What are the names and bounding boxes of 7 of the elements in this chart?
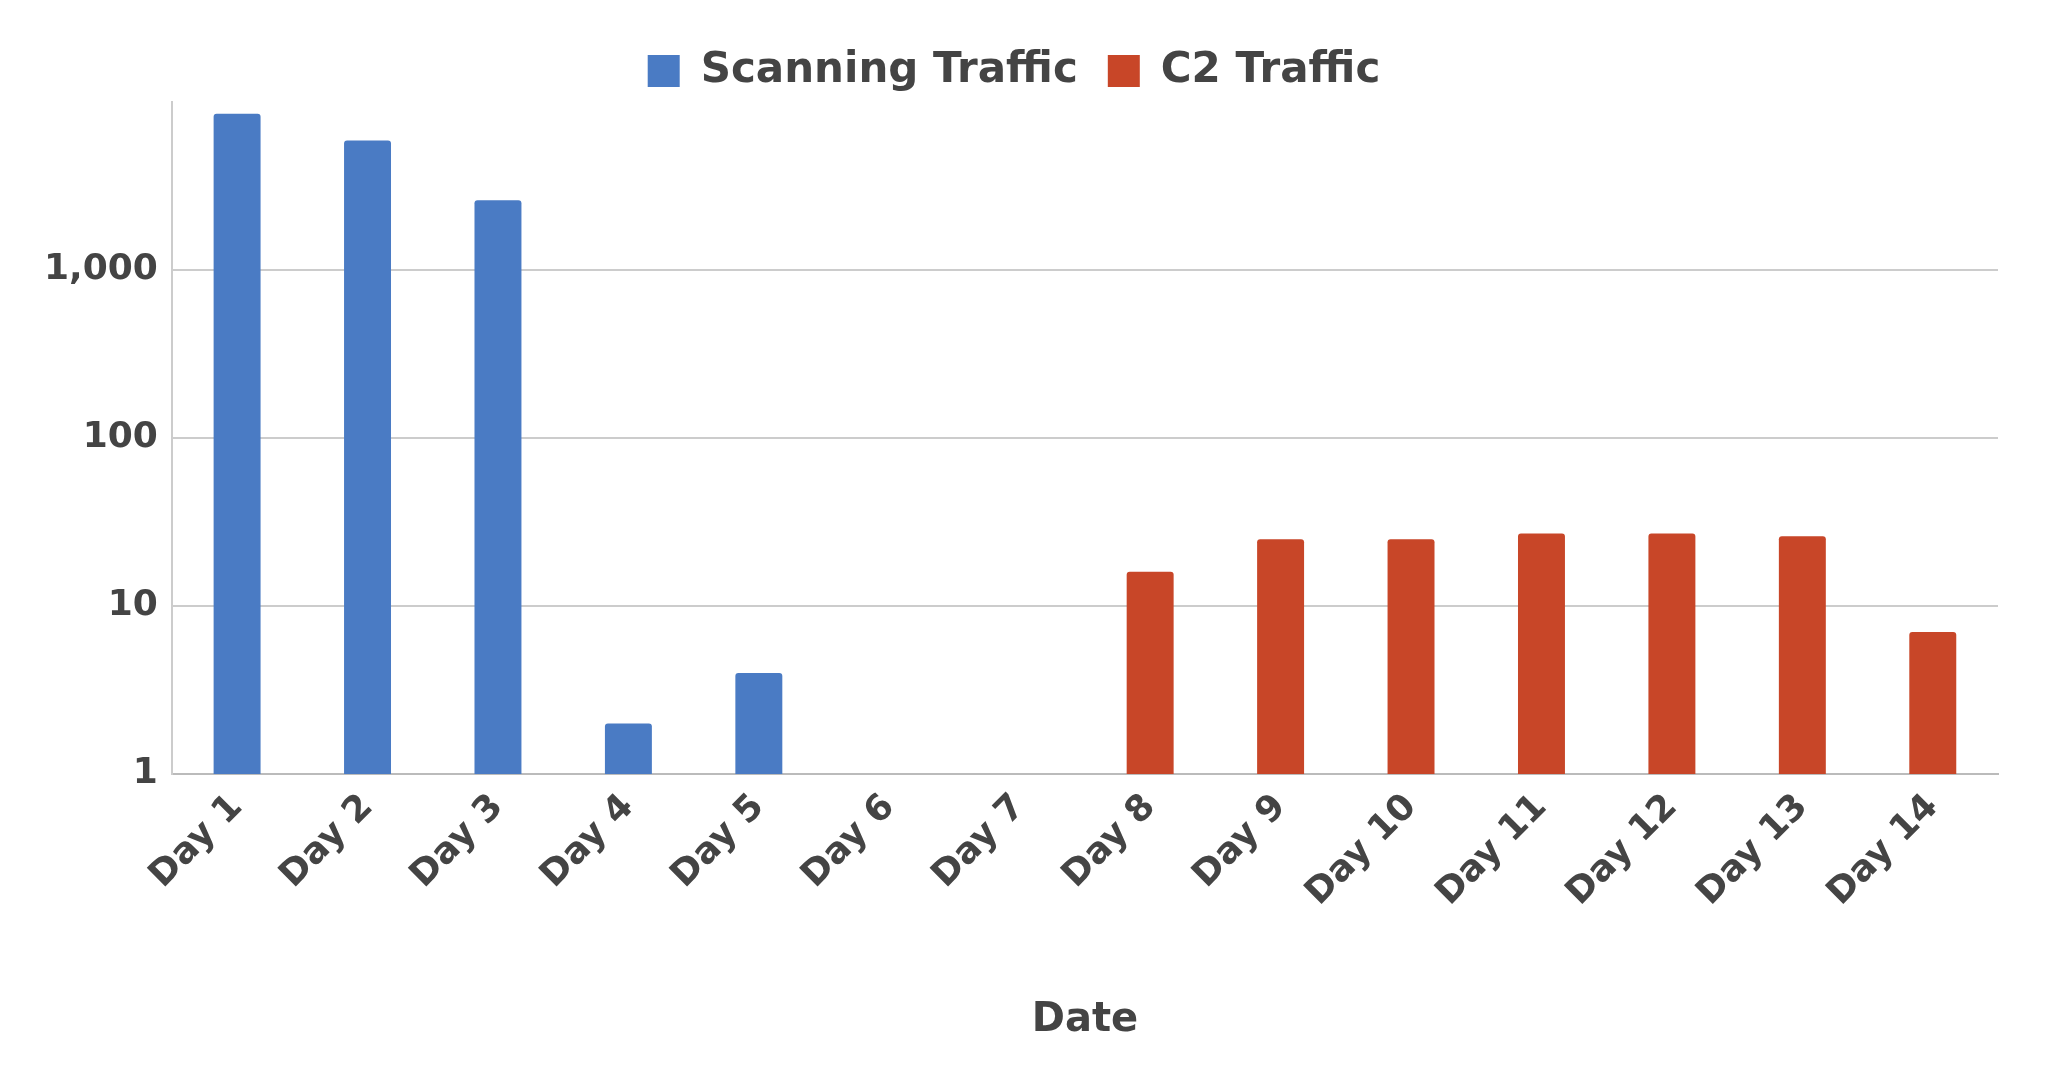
y-tick-label: 10	[107, 582, 158, 624]
x-axis-title: Date	[1031, 994, 1139, 1041]
y-tick-label: 1	[132, 750, 158, 792]
y-tick-label: 100	[82, 414, 158, 456]
legend-label: C2 Traffic	[1160, 42, 1381, 92]
legend-label: Scanning Traffic	[700, 42, 1078, 92]
y-tick-label: 1,000	[44, 246, 158, 288]
